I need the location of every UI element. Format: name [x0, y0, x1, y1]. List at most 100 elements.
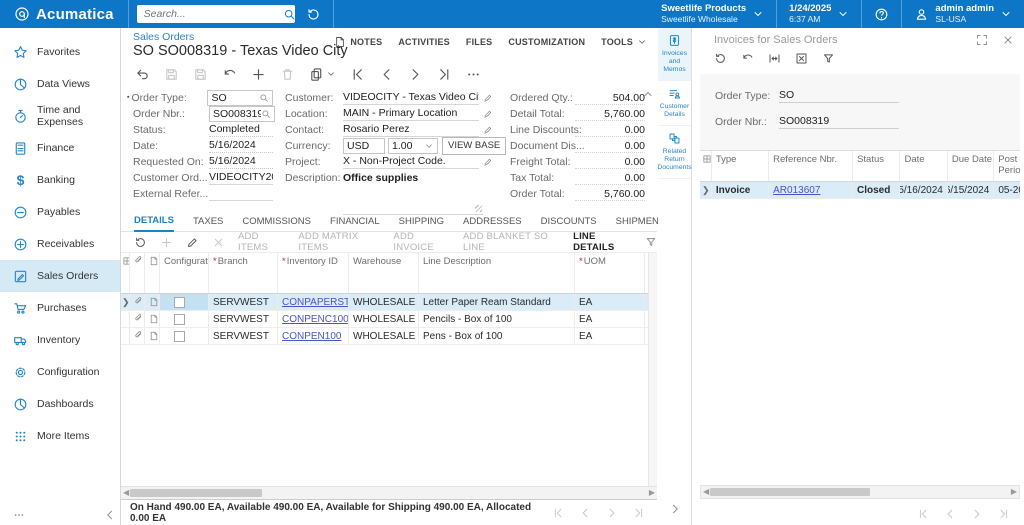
order-type-field[interactable]: SO [207, 89, 274, 106]
user-menu[interactable]: admin admin SL-USA [902, 0, 1024, 28]
sidebar-item-more-items[interactable]: More Items [0, 420, 120, 452]
table-row[interactable]: SERVWEST CONPEN100 WHOLESALE Pens - Box … [121, 328, 657, 345]
branch-cell[interactable]: SERVWEST [209, 294, 278, 310]
column-header-inventory-id[interactable]: *Inventory ID [278, 253, 349, 293]
column-header-branch[interactable]: *Branch [209, 253, 278, 293]
sidebar-item-dashboards[interactable]: Dashboards [0, 388, 120, 420]
sidebar-item-time-and-expenses[interactable]: Time and Expenses [0, 100, 120, 132]
refresh-icon[interactable] [714, 52, 727, 65]
sidebar-item-banking[interactable]: $ Banking [0, 164, 120, 196]
scrollbar-thumb[interactable] [710, 488, 870, 496]
add-matrix-items-button[interactable]: ADD MATRIX ITEMS [298, 231, 359, 253]
type-cell[interactable]: Invoice [712, 182, 770, 198]
tab-commissions[interactable]: COMMISSIONS [242, 215, 312, 227]
acumatica-logo[interactable]: Acumatica [0, 0, 128, 28]
customer-order-field[interactable]: VIDEOCITY20... [209, 171, 273, 185]
external-reference-field[interactable] [209, 186, 273, 201]
tab-shipments[interactable]: SHIPMENTS [615, 215, 672, 227]
fit-to-screen-icon[interactable] [768, 52, 781, 65]
first-record-button[interactable] [350, 67, 365, 82]
sidebar-item-receivables[interactable]: Receivables [0, 228, 120, 260]
files-button[interactable]: FILES [466, 37, 493, 47]
table-row[interactable]: ❯ Invoice AR013607 Closed 5/16/2024 6/15… [700, 182, 1020, 199]
save-button[interactable] [193, 67, 208, 82]
view-base-button[interactable]: VIEW BASE [442, 136, 507, 155]
previous-page-icon[interactable] [579, 507, 591, 519]
add-row-icon[interactable] [160, 236, 173, 249]
previous-page-icon[interactable] [944, 508, 956, 520]
scroll-right-arrow[interactable]: ▶ [1010, 487, 1017, 496]
back-button[interactable] [135, 67, 150, 82]
configurable-checkbox[interactable] [174, 296, 185, 308]
column-header-post-period[interactable]: Post Period [998, 154, 1020, 176]
sidebar-item-purchases[interactable]: Purchases [0, 292, 120, 324]
warehouse-cell[interactable]: WHOLESALE [349, 311, 419, 327]
document-discounts-value[interactable]: 0.00 [575, 140, 645, 153]
sidebar-item-finance[interactable]: Finance [0, 132, 120, 164]
column-header-type[interactable]: Type [712, 151, 770, 181]
configurable-checkbox[interactable] [174, 313, 185, 325]
panel-horizontal-scrollbar[interactable]: ◀ ▶ [700, 485, 1020, 499]
save-and-close-button[interactable] [164, 67, 179, 82]
edit-pencil-icon[interactable] [483, 125, 493, 135]
lookup-icon[interactable] [261, 109, 271, 119]
panel-tab-invoices-and-memos[interactable]: Invoices and Memos [658, 28, 691, 81]
grid-settings-icon[interactable] [702, 154, 712, 164]
uom-cell[interactable]: EA [575, 294, 645, 310]
grid-horizontal-scrollbar[interactable]: ◀ ▶ [121, 486, 657, 500]
line-details-button[interactable]: LINE DETAILS [573, 231, 615, 253]
delete-button[interactable] [280, 67, 295, 82]
tab-discounts[interactable]: DISCOUNTS [540, 215, 597, 227]
expand-panel-button[interactable] [658, 503, 691, 515]
column-header-configurable[interactable]: Configurat [160, 253, 209, 293]
copy-paste-menu[interactable] [309, 67, 336, 82]
sidebar-item-sales-orders[interactable]: Sales Orders [0, 260, 120, 292]
attachment-icon[interactable] [134, 314, 144, 324]
recent-items-button[interactable] [295, 7, 333, 22]
sidebar-item-inventory[interactable]: Inventory [0, 324, 120, 356]
description-value[interactable]: Office supplies [343, 171, 419, 184]
tab-details[interactable]: DETAILS [134, 210, 174, 232]
table-row[interactable]: ❯ SERVWEST CONPAPERST WHOLESALE Letter P… [121, 294, 657, 311]
edit-row-icon[interactable] [186, 236, 199, 249]
export-to-excel-icon[interactable] [795, 52, 808, 65]
add-blanket-so-line-button[interactable]: ADD BLANKET SO LINE [462, 231, 548, 253]
scroll-right-arrow[interactable]: ▶ [648, 488, 655, 497]
sidebar-item-favorites[interactable]: Favorites [0, 36, 120, 68]
filter-icon[interactable] [822, 52, 835, 65]
cancel-undo-button[interactable] [222, 67, 237, 82]
line-description-cell[interactable]: Pencils - Box of 100 [419, 311, 575, 327]
search-box[interactable] [136, 5, 295, 23]
tab-financial[interactable]: FINANCIAL [330, 215, 380, 227]
sidebar-item-payables[interactable]: Payables [0, 196, 120, 228]
add-items-button[interactable]: ADD ITEMS [238, 231, 269, 253]
business-date-selector[interactable]: 1/24/2025 6:37 AM [777, 0, 861, 28]
currency-rate-select[interactable]: 1.00 [388, 137, 438, 154]
panel-tab-customer-details[interactable]: Customer Details [658, 81, 691, 126]
location-field[interactable]: MAIN - Primary Location [343, 106, 479, 121]
more-actions-button[interactable] [466, 67, 481, 82]
panel-tab-related-return-documents[interactable]: Related Return Documents [657, 126, 692, 179]
grid-filter-icon[interactable] [645, 236, 657, 248]
uom-cell[interactable]: EA [575, 328, 645, 344]
column-header-status[interactable]: Status [853, 151, 901, 181]
search-input[interactable] [141, 7, 283, 21]
collapse-summary-icon[interactable] [642, 88, 654, 100]
tab-addresses[interactable]: ADDRESSES [463, 215, 522, 227]
inventory-id-link[interactable]: CONPENC100 [282, 313, 349, 325]
customer-field[interactable]: VIDEOCITY - Texas Video City [343, 91, 479, 105]
inventory-id-link[interactable]: CONPEN100 [282, 330, 342, 342]
next-page-icon[interactable] [606, 507, 618, 519]
column-header-uom[interactable]: *UOM [575, 253, 645, 293]
line-description-cell[interactable]: Letter Paper Ream Standard [419, 294, 575, 310]
branch-cell[interactable]: SERVWEST [209, 311, 278, 327]
ellipsis-icon[interactable] [13, 509, 25, 521]
attachment-icon[interactable] [134, 297, 144, 307]
order-nbr-field[interactable]: SO008319 [209, 105, 275, 122]
branch-cell[interactable]: SERVWEST [209, 328, 278, 344]
requested-on-field[interactable]: 5/16/2024 [209, 154, 273, 169]
note-icon[interactable] [149, 314, 159, 324]
grid-vertical-scrollbar[interactable] [648, 253, 657, 488]
column-header-due-date[interactable]: Due Date [948, 151, 995, 181]
collapse-sidebar-icon[interactable] [104, 509, 116, 521]
